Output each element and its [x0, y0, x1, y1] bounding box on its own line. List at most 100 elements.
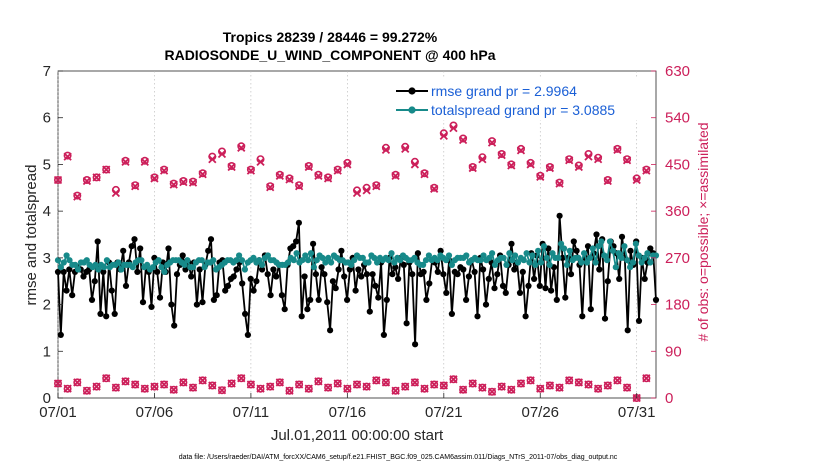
obs-possible-low-marker-57 — [603, 381, 612, 390]
rmse-point-29 — [137, 245, 144, 252]
obs-assimilated-marker-3 — [82, 176, 92, 186]
spread-point-157 — [506, 250, 513, 257]
rmse-point-183 — [573, 247, 580, 254]
rmse-point-51 — [199, 299, 206, 306]
y-left-tick-label-6: 6 — [43, 110, 51, 127]
obs-assimilated-marker-21 — [256, 157, 265, 166]
rmse-point-205 — [635, 317, 643, 324]
spread-point-158 — [509, 257, 516, 264]
obs-possible-low-marker-9 — [140, 384, 149, 393]
rmse-point-66 — [242, 310, 249, 317]
obs-possible-low-marker-33 — [372, 376, 381, 385]
obs-possible-low-marker-47 — [507, 385, 516, 394]
obs-assimilated-low-marker-26 — [304, 384, 313, 393]
obs-possible-marker-26 — [304, 162, 313, 171]
obs-assimilated-low-marker-46 — [497, 382, 506, 391]
spread-point-127 — [420, 261, 427, 268]
obs-possible-marker-5 — [102, 165, 111, 174]
spread-point-190 — [601, 252, 608, 259]
obs-assimilated-low-marker-16 — [208, 381, 217, 390]
spread-point-35 — [155, 257, 162, 264]
rmse-point-56 — [213, 292, 220, 299]
obs-possible-marker-18 — [227, 162, 236, 171]
obs-assimilated-low-marker-33 — [372, 376, 381, 385]
spread-point-152 — [491, 261, 499, 268]
obs-assimilated-marker-39 — [430, 184, 439, 193]
rmse-point-50 — [196, 266, 203, 273]
rmse-point-42 — [173, 271, 181, 278]
rmse-point-177 — [556, 212, 563, 219]
obs-assimilated-marker-50 — [536, 172, 545, 182]
obs-possible-low-marker-52 — [555, 383, 564, 392]
obs-assimilated-marker-38 — [420, 170, 429, 179]
obs-assimilated-marker-57 — [603, 176, 612, 186]
rmse-point-137 — [443, 289, 450, 296]
obs-assimilated-marker-20 — [246, 166, 256, 175]
obs-assimilated-marker-58 — [613, 145, 622, 155]
spread-point-110 — [371, 254, 378, 261]
obs-possible-low-marker-14 — [189, 383, 198, 392]
rmse-point-163 — [516, 289, 524, 296]
obs-assimilated-low-marker-21 — [256, 384, 265, 393]
obs-possible-low-marker-31 — [352, 380, 361, 389]
obs-assimilated-marker-25 — [294, 182, 304, 191]
rmse-point-134 — [434, 268, 441, 275]
obs-assimilated-low-marker-7 — [121, 377, 130, 386]
obs-possible-marker-10 — [150, 173, 159, 182]
spread-point-175 — [558, 240, 565, 247]
obs-possible-marker-51 — [545, 163, 554, 172]
spread-point-199 — [627, 264, 634, 271]
rmse-point-202 — [627, 247, 634, 254]
rmse-point-85 — [295, 219, 302, 226]
obs-assimilated-low-marker-57 — [603, 381, 612, 390]
obs-assimilated-marker-34 — [381, 145, 391, 155]
obs-assimilated-low-marker-38 — [420, 384, 429, 393]
rmse-point-2 — [60, 268, 67, 275]
rmse-point-49 — [193, 301, 200, 308]
obs-possible-marker-52 — [555, 178, 564, 187]
x-tick-label-0: 07/01 — [39, 404, 77, 421]
obs-assimilated-low-marker-11 — [159, 380, 169, 389]
obs-possible-marker-53 — [565, 155, 574, 164]
obs-possible-marker-47 — [507, 160, 516, 169]
obs-possible-low-marker-18 — [227, 379, 236, 388]
obs-possible-marker-7 — [121, 156, 130, 165]
rmse-point-20 — [111, 310, 118, 317]
spread-point-26 — [129, 264, 136, 271]
spread-point-13 — [92, 261, 99, 268]
spread-point-10 — [83, 257, 90, 264]
spread-point-37 — [161, 268, 168, 275]
spread-point-198 — [624, 257, 631, 264]
obs-assimilated-marker-31 — [352, 188, 362, 198]
obs-assimilated-low-marker-17 — [217, 386, 227, 395]
obs-assimilated-low-marker-36 — [401, 382, 410, 391]
rmse-point-118 — [389, 271, 396, 278]
spread-point-87 — [305, 257, 312, 264]
obs-possible-marker-56 — [594, 153, 603, 162]
spread-point-7 — [75, 266, 82, 273]
obs-possible-low-marker-27 — [314, 377, 323, 386]
obs-possible-low-marker-17 — [218, 386, 227, 395]
obs-possible-marker-46 — [497, 150, 506, 159]
obs-possible-low-marker-39 — [430, 380, 439, 389]
spread-point-85 — [299, 257, 306, 264]
rmse-point-130 — [423, 296, 430, 303]
obs-assimilated-marker-16 — [208, 155, 217, 164]
spread-point-31 — [144, 261, 151, 268]
obs-assimilated-low-marker-31 — [352, 380, 362, 389]
y-right-tick-label-7: 630 — [665, 63, 690, 80]
spread-point-54 — [210, 257, 217, 264]
rmse-point-136 — [440, 271, 447, 278]
spread-point-111 — [374, 259, 381, 266]
obs-assimilated-low-marker-1 — [63, 384, 72, 393]
rmse-point-100 — [338, 247, 345, 254]
rmse-point-185 — [579, 313, 586, 320]
rmse-point-209 — [647, 245, 654, 252]
obs-possible-marker-60 — [632, 174, 641, 183]
rmse-point-96 — [327, 327, 334, 334]
obs-assimilated-marker-61 — [642, 166, 651, 175]
obs-possible-marker-9 — [140, 156, 149, 165]
rmse-point-201 — [624, 327, 631, 334]
rmse-point-94 — [321, 271, 328, 278]
rmse-point-74 — [264, 271, 271, 278]
